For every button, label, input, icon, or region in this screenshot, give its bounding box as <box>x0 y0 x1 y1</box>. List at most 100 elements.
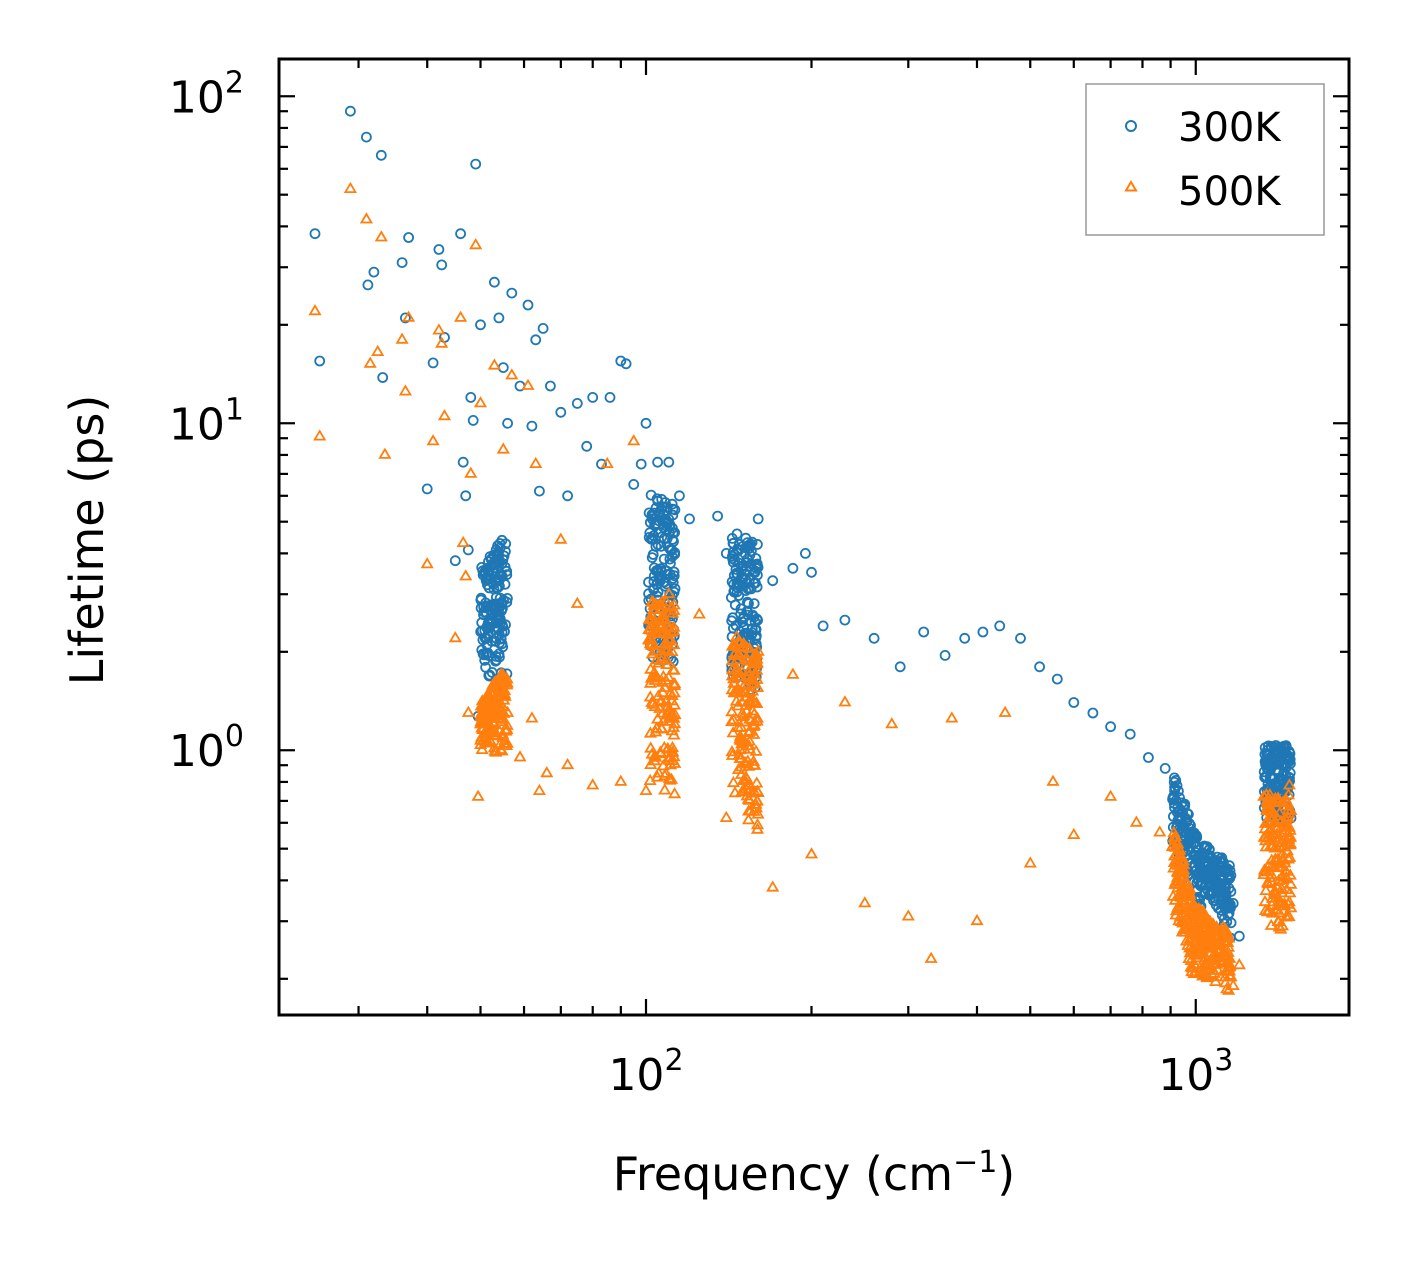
series-0-point-973 <box>620 358 632 370</box>
series-1-point-144 <box>476 722 490 734</box>
series-0-point-681 <box>1225 917 1237 929</box>
series-1-point-892 <box>1257 863 1272 875</box>
series-1-point-295 <box>667 620 681 632</box>
series-0-point-914 <box>1261 755 1273 767</box>
series-1-point-465 <box>746 717 760 729</box>
series-1-point-901 <box>1270 881 1284 893</box>
series-0-point-948 <box>467 414 479 426</box>
series-1-point-471 <box>730 685 744 697</box>
series-0-point-461 <box>738 611 750 623</box>
series-1-point-760 <box>1218 970 1232 982</box>
series-1-point-392 <box>745 684 760 696</box>
series-1-point-460 <box>731 647 745 659</box>
series-0-point-244 <box>643 576 654 588</box>
series-1-point-419 <box>725 663 739 675</box>
x-tick-label-1: 103 <box>1158 1043 1233 1101</box>
series-1-point-937 <box>420 557 434 569</box>
series-0-point-942 <box>449 555 461 567</box>
legend-label-500k: 500K <box>1178 169 1282 215</box>
series-1-point-156 <box>496 670 510 682</box>
series-1-point-945 <box>459 569 473 581</box>
series-1-point-320 <box>728 786 742 798</box>
series-0-point-935 <box>399 312 411 324</box>
series-1-point-987 <box>1046 774 1060 786</box>
series-1-point-927 <box>313 429 327 441</box>
series-1-point-741 <box>1181 938 1195 950</box>
series-1-point-224 <box>667 637 681 650</box>
series-1-point-921 <box>1257 830 1271 842</box>
series-0-point-966 <box>562 490 573 502</box>
series-0-point-985 <box>767 575 779 587</box>
series-1-point-707 <box>1187 966 1201 978</box>
series-1-point-223 <box>660 657 674 669</box>
series-0-point-466 <box>727 553 738 564</box>
series-1-point-925 <box>1271 891 1285 903</box>
series-0-point-272 <box>666 551 678 562</box>
series-1-point-984 <box>970 913 984 926</box>
series-1-point-865 <box>1277 899 1292 911</box>
series-0-point-151 <box>487 578 499 590</box>
series-0-point-1008 <box>1185 829 1197 841</box>
series-1-point-388 <box>725 669 739 681</box>
series-0-point-733 <box>1213 859 1225 871</box>
series-1-point-1000 <box>1276 873 1290 885</box>
series-0-point-593 <box>1171 780 1183 791</box>
series-1-point-146 <box>486 715 500 727</box>
legend-box <box>1085 83 1325 236</box>
series-1-point-217 <box>644 757 658 769</box>
series-0-point-153 <box>494 569 505 581</box>
series-1-point-437 <box>742 738 756 750</box>
series-1-point-305 <box>666 720 681 732</box>
series-1-point-959 <box>525 711 539 723</box>
series-1-point-464 <box>747 696 761 708</box>
series-0-point-1014 <box>1270 752 1282 763</box>
series-1-point-763 <box>1178 915 1192 927</box>
series-1-point-147 <box>475 694 489 706</box>
series-0-point-920 <box>1275 750 1287 761</box>
series-1-point-938 <box>426 434 440 446</box>
series-0-point-979 <box>674 490 685 502</box>
series-1-point-291 <box>649 725 663 737</box>
series-0-point-936 <box>403 232 415 243</box>
series-0-point-937 <box>421 483 433 495</box>
series-0-point-729 <box>1199 852 1211 864</box>
series-1-point-300 <box>664 707 678 719</box>
series-1-point-920 <box>1266 809 1280 822</box>
tick-labels: 102 103 100 101 102 <box>169 65 1233 1101</box>
series-0-point-944 <box>457 456 469 468</box>
series-1-point-414 <box>725 745 739 757</box>
series-1-point-916 <box>1277 896 1291 908</box>
series-1-point-954 <box>496 442 510 454</box>
series-1-point-956 <box>505 368 519 380</box>
series-1-point-153 <box>489 726 503 738</box>
x-tick-label-0: 102 <box>608 1043 683 1101</box>
series-0-point-306 <box>659 580 671 592</box>
series-0-point-1002 <box>1087 707 1099 719</box>
series-0-point-747 <box>1205 885 1217 897</box>
series-0-point-293 <box>667 522 678 534</box>
series-0-point-986 <box>787 562 799 574</box>
series-300k <box>309 105 1297 944</box>
series-1-point-981 <box>901 909 915 921</box>
series-1-point-922 <box>1262 904 1276 916</box>
series-0-point-991 <box>868 632 880 644</box>
series-1-point-996 <box>1226 978 1240 990</box>
series-0-point-934 <box>396 257 408 269</box>
series-1-point-961 <box>532 783 546 795</box>
series-1-point-466 <box>742 804 756 816</box>
series-1-point-237 <box>668 787 682 799</box>
series-0-point-304 <box>648 584 660 595</box>
series-1-point-931 <box>371 344 385 357</box>
series-1-point-132 <box>487 696 501 708</box>
series-0-point-1006 <box>1159 763 1171 774</box>
series-0-point-938 <box>427 357 439 369</box>
legend-marker-300k <box>1125 120 1137 132</box>
series-0-point-763 <box>1224 865 1236 877</box>
series-1-point-252 <box>661 742 675 754</box>
series-1-point-973 <box>719 810 733 822</box>
series-0-point-972 <box>615 355 627 367</box>
series-0-point-962 <box>534 485 545 497</box>
series-1-point-96 <box>499 738 514 750</box>
series-0-point-150 <box>501 569 513 581</box>
series-1-point-724 <box>1166 839 1180 851</box>
